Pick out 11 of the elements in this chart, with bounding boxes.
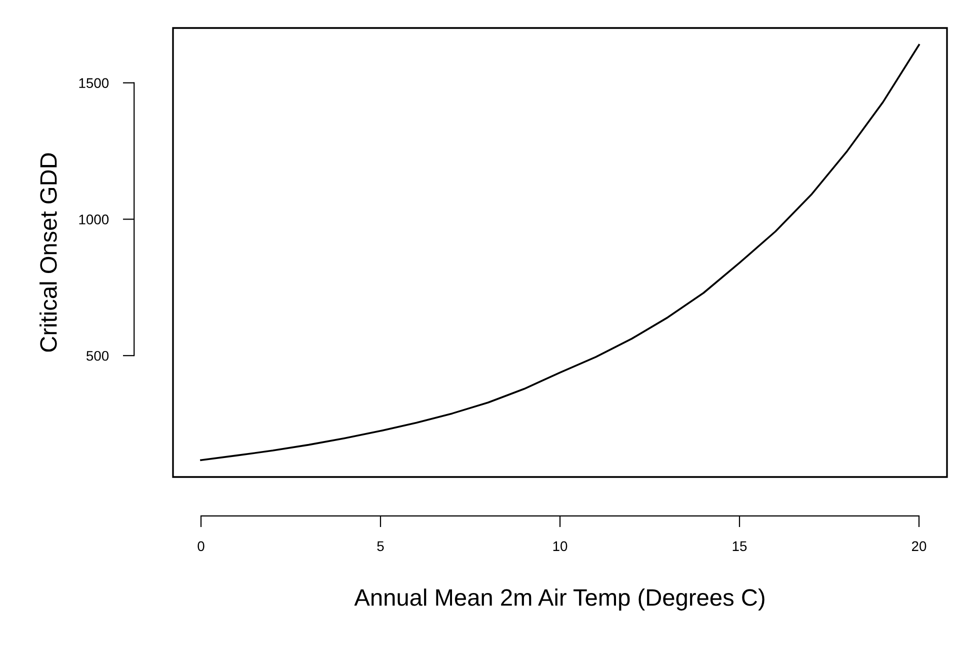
x-tick-label: 5 xyxy=(377,541,384,552)
y-tick-label: 500 xyxy=(86,350,109,361)
x-tick-label: 20 xyxy=(912,541,926,552)
x-tick-label: 10 xyxy=(553,541,568,552)
x-tick-label: 15 xyxy=(732,541,747,552)
y-tick-label: 1500 xyxy=(79,78,109,88)
line-series xyxy=(200,44,920,461)
x-axis-title: Annual Mean 2m Air Temp (Degrees C) xyxy=(354,588,764,611)
y-axis-title: Critical Onset GDD xyxy=(40,153,57,352)
x-tick-label: 0 xyxy=(198,541,204,552)
y-tick-label: 1000 xyxy=(79,214,109,224)
